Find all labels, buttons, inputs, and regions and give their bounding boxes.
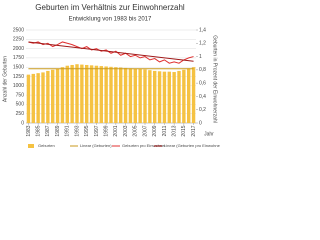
bar <box>123 67 128 123</box>
x-tick-label: 2005 <box>133 125 139 136</box>
y-tick-label: 250 <box>16 111 25 117</box>
y2-tick-label: 0,6 <box>199 80 206 86</box>
chart-title: Geburten im Verhältnis zur Einwohnerzahl <box>35 3 185 12</box>
chart: Geburten im Verhältnis zur Einwohnerzahl… <box>2 3 220 148</box>
bar <box>65 65 69 123</box>
bar <box>70 64 74 123</box>
bar <box>138 69 142 123</box>
bar <box>26 74 31 123</box>
legend-label: Geburten pro Einwohner <box>122 143 166 148</box>
bar <box>153 70 157 123</box>
bar <box>133 68 137 123</box>
y2-tick-label: 1 <box>199 54 202 60</box>
x-tick-label: 2001 <box>113 125 119 136</box>
bar <box>191 67 196 123</box>
x-tick-label: 1993 <box>74 125 80 136</box>
bar <box>187 68 191 123</box>
bar <box>104 66 108 123</box>
y-tick-label: 1750 <box>13 55 24 61</box>
x-tick-label: 2007 <box>142 125 148 136</box>
bar <box>182 69 186 123</box>
legend-swatch <box>28 144 34 148</box>
x-tick-label: 2009 <box>152 125 158 136</box>
y-tick-label: 2000 <box>13 46 24 52</box>
bar <box>89 65 94 123</box>
line <box>28 41 194 62</box>
x-tick-label: 1991 <box>65 125 71 136</box>
bar <box>41 72 45 123</box>
y2-tick-label: 0,4 <box>199 94 206 100</box>
bar <box>46 70 50 123</box>
legend-label: Linear (Geburten) <box>80 143 112 148</box>
bar <box>80 64 84 123</box>
x-tick-label: 1995 <box>84 125 90 136</box>
y-axis-label: Anzahl der Geburten <box>2 56 8 102</box>
bar <box>60 67 65 123</box>
x-tick-label: 1999 <box>103 125 109 136</box>
bar <box>148 70 152 123</box>
x-tick-label: 1989 <box>55 125 61 136</box>
x-tick-label: 2013 <box>171 125 177 136</box>
y2-tick-label: 0,2 <box>199 107 206 113</box>
legend-label: Linear (Geburten pro Einwohner) <box>164 143 220 148</box>
bar <box>119 67 123 123</box>
y-tick-label: 1250 <box>13 74 24 80</box>
y-tick-label: 500 <box>16 102 25 108</box>
y-tick-label: 2250 <box>13 37 24 43</box>
y2-axis-label: Geburten in Prozent der Einwohnerzahl <box>212 35 218 123</box>
bar <box>99 66 103 123</box>
x-tick-label: 2015 <box>181 125 187 136</box>
x-tick-label: 1997 <box>94 125 100 136</box>
y-tick-label: 0 <box>21 120 24 126</box>
y2-tick-label: 0,8 <box>199 67 206 73</box>
bar <box>31 73 35 123</box>
bar <box>85 64 89 123</box>
x-tick-label: 2003 <box>123 125 129 136</box>
bar <box>143 69 147 123</box>
x-tick-label: 1983 <box>26 125 32 136</box>
bar <box>128 68 133 123</box>
bar <box>157 71 162 123</box>
x-tick-label: 1987 <box>45 125 51 136</box>
bar <box>55 68 60 123</box>
y-tick-label: 750 <box>16 92 25 98</box>
y2-tick-label: 1,4 <box>199 27 206 33</box>
x-tick-label: 1985 <box>35 125 41 136</box>
legend-label: Geburten <box>38 143 55 148</box>
x-axis-label: Jahr <box>204 131 214 137</box>
y2-tick-label: 1,2 <box>199 41 206 47</box>
bar <box>94 65 99 123</box>
x-tick-label: 2017 <box>191 125 197 136</box>
chart-subtitle: Entwicklung von 1983 bis 2017 <box>69 17 152 23</box>
y-tick-label: 1000 <box>13 83 24 89</box>
bar <box>167 71 171 123</box>
bar <box>109 66 113 123</box>
bar <box>36 73 40 123</box>
bar <box>75 64 79 123</box>
y-tick-label: 1500 <box>13 65 24 71</box>
x-tick-label: 2011 <box>162 125 168 136</box>
bar <box>162 71 167 123</box>
bar <box>177 70 181 123</box>
bar <box>51 69 55 123</box>
bar <box>114 67 118 123</box>
y2-tick-label: 0 <box>199 120 202 126</box>
bar <box>172 72 176 123</box>
y-tick-label: 2500 <box>13 27 24 33</box>
